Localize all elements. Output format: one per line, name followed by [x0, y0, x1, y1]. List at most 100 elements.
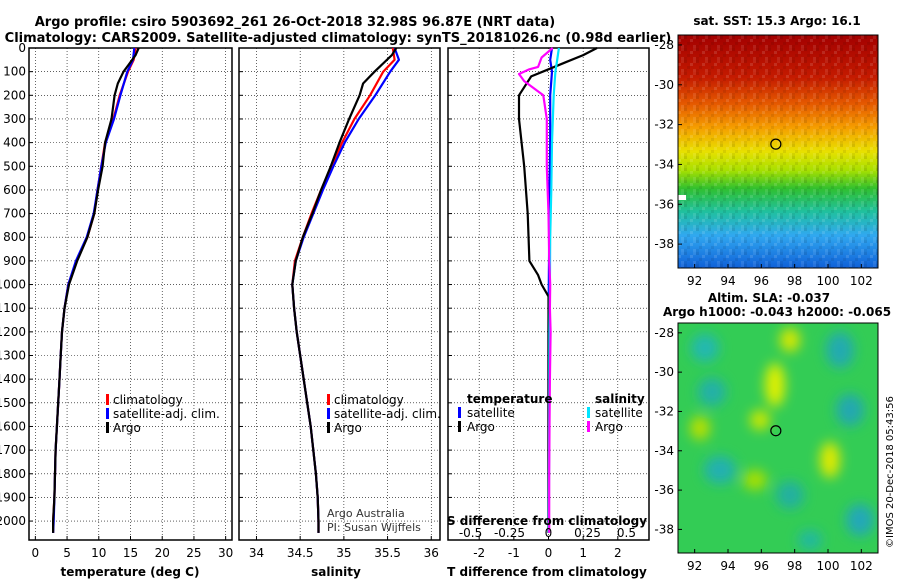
tick-label-depth: 1400	[0, 372, 26, 386]
legend-label-t-satellite: satellite	[467, 406, 515, 420]
tick-label-depth: 800	[3, 230, 26, 244]
map-tick-label-lon: 98	[787, 559, 802, 573]
salinity-diff-x-label: S difference from climatology	[447, 514, 647, 528]
tick-label-depth: 100	[3, 65, 26, 79]
tick-label-x2: 0.25	[574, 526, 601, 540]
legend-label-satellite: satellite-adj. clim.	[113, 407, 220, 421]
map-tick-label-lon: 96	[754, 559, 769, 573]
legend-swatch-t-argo	[458, 421, 461, 432]
tick-label-x: 25	[186, 546, 201, 560]
map-tick-label-lon: 92	[687, 274, 702, 288]
tick-label-x: 0	[32, 546, 40, 560]
tick-label-depth: 600	[3, 183, 26, 197]
tick-label-x: 35.5	[374, 546, 401, 560]
legend-swatch-argo	[106, 422, 109, 433]
salinity-diff-legend: salinity satellite Argo	[587, 392, 645, 434]
series-line-t-argo	[517, 47, 598, 533]
temperature-diff-legend: temperature satellite Argo	[458, 392, 552, 434]
legend-title-salinity: salinity	[595, 392, 645, 406]
legend-swatch-t-satellite	[458, 407, 461, 418]
legend-label-t-argo: Argo	[467, 420, 495, 434]
series-line-argo	[291, 47, 398, 533]
profile-location-marker	[770, 138, 782, 150]
legend-swatch-satellite	[106, 408, 109, 419]
tick-label-x: 0	[545, 546, 553, 560]
tick-label-x: 15	[123, 546, 138, 560]
map-tick-label-lat: -34	[654, 444, 674, 458]
tick-label-x: 30	[218, 546, 233, 560]
sst-map-panel: sat. SST: 15.3 Argo: 16.1 92 94 96 98 100 102…	[654, 14, 879, 288]
salinity-plot-frame	[238, 47, 441, 541]
tick-label-x: 2	[614, 546, 622, 560]
tick-label-depth: 500	[3, 159, 26, 173]
legend-label-argo: Argo	[113, 421, 141, 435]
sla-map-panel: Altim. SLA: -0.037 Argo h1000: -0.043 h2…	[654, 291, 891, 573]
legend-swatch-argo	[327, 422, 330, 433]
header-line-1: Argo profile: csiro 5903692_261 26-Oct-2…	[35, 15, 556, 30]
map-tick-label-lon: 102	[850, 274, 873, 288]
tick-label-x: 34	[249, 546, 264, 560]
tick-label-depth: 900	[3, 254, 26, 268]
sst-texture	[678, 35, 878, 268]
tick-label-depth: 200	[3, 88, 26, 102]
legend-swatch-climatology	[106, 394, 109, 405]
legend-label-climatology: climatology	[334, 393, 404, 407]
tick-label-depth: 0	[18, 41, 26, 55]
map-tick-label-lat: -38	[654, 237, 674, 251]
temperature-x-label: temperature (deg C)	[61, 565, 200, 579]
legend-swatch-satellite	[327, 408, 330, 419]
sla-anomaly-blobs	[690, 328, 874, 550]
tick-label-x: -2	[473, 546, 485, 560]
map-tick-label-lon: 98	[787, 274, 802, 288]
map-tick-label-lon: 102	[850, 559, 873, 573]
tick-label-depth: 1800	[0, 467, 26, 481]
tick-label-x2: 0	[545, 526, 553, 540]
series-line-argo	[51, 47, 140, 533]
sla-map-title: Altim. SLA: -0.037	[708, 291, 830, 305]
tick-label-depth: 300	[3, 112, 26, 126]
legend-swatch-s-argo	[587, 421, 590, 432]
map-tick-label-lat: -30	[654, 78, 674, 92]
header-line-2: Climatology: CARS2009. Satellite-adjuste…	[5, 31, 672, 46]
sst-map-title: sat. SST: 15.3 Argo: 16.1	[693, 14, 860, 28]
map-tick-label-lat: -32	[654, 118, 674, 132]
sst-map-frame	[677, 34, 879, 269]
tick-label-depth: 1700	[0, 443, 26, 457]
difference-panel: -2 -1 0 1 2 temperature satellite Argo salin…	[447, 47, 650, 579]
tick-label-depth: 1300	[0, 349, 26, 363]
sla-map-frame	[677, 322, 879, 554]
temperature-legend: climatology satellite-adj. clim. Argo	[106, 393, 220, 435]
series-line-s-argo	[517, 47, 554, 533]
tick-label-x2: -0.5	[459, 526, 482, 540]
tick-label-depth: 1000	[0, 278, 26, 292]
map-tick-label-lat: -36	[654, 483, 674, 497]
temperature-diff-x-label: T difference from climatology	[447, 565, 647, 579]
map-tick-label-lat: -34	[654, 157, 674, 171]
tick-label-depth: 700	[3, 207, 26, 221]
tick-label-x: 36	[424, 546, 439, 560]
tick-label-depth: 400	[3, 136, 26, 150]
tick-label-depth: 1500	[0, 396, 26, 410]
credit-line-1: Argo Australia	[327, 507, 405, 520]
temperature-panel: 0100200300400500600700800900100011001200…	[0, 41, 233, 579]
map-tick-label-lat: -38	[654, 522, 674, 536]
map-tick-label-lat: -28	[654, 326, 674, 340]
legend-swatch-s-satellite	[587, 407, 590, 418]
legend-label-s-argo: Argo	[595, 420, 623, 434]
tick-label-x: 1	[579, 546, 587, 560]
legend-title-temperature: temperature	[467, 392, 552, 406]
tick-label-depth: 1600	[0, 419, 26, 433]
map-tick-label-lon: 100	[817, 559, 840, 573]
tick-label-depth: 2000	[0, 514, 26, 528]
map-tick-label-lon: 100	[817, 274, 840, 288]
legend-label-climatology: climatology	[113, 393, 183, 407]
tick-label-x: 10	[91, 546, 106, 560]
sla-map-subtitle: Argo h1000: -0.043 h2000: -0.065	[663, 305, 891, 319]
imos-timestamp: ©IMOS 20-Dec-2018 05:43:56	[885, 396, 896, 548]
map-tick-label-lat: -32	[654, 404, 674, 418]
salinity-panel: 34 34.5 35 35.5 36 climatology satellite-adj…	[238, 47, 441, 579]
legend-swatch-climatology	[327, 394, 330, 405]
map-tick-label-lon: 94	[720, 274, 735, 288]
salinity-x-label: salinity	[311, 565, 361, 579]
tick-label-depth: 1100	[0, 301, 26, 315]
